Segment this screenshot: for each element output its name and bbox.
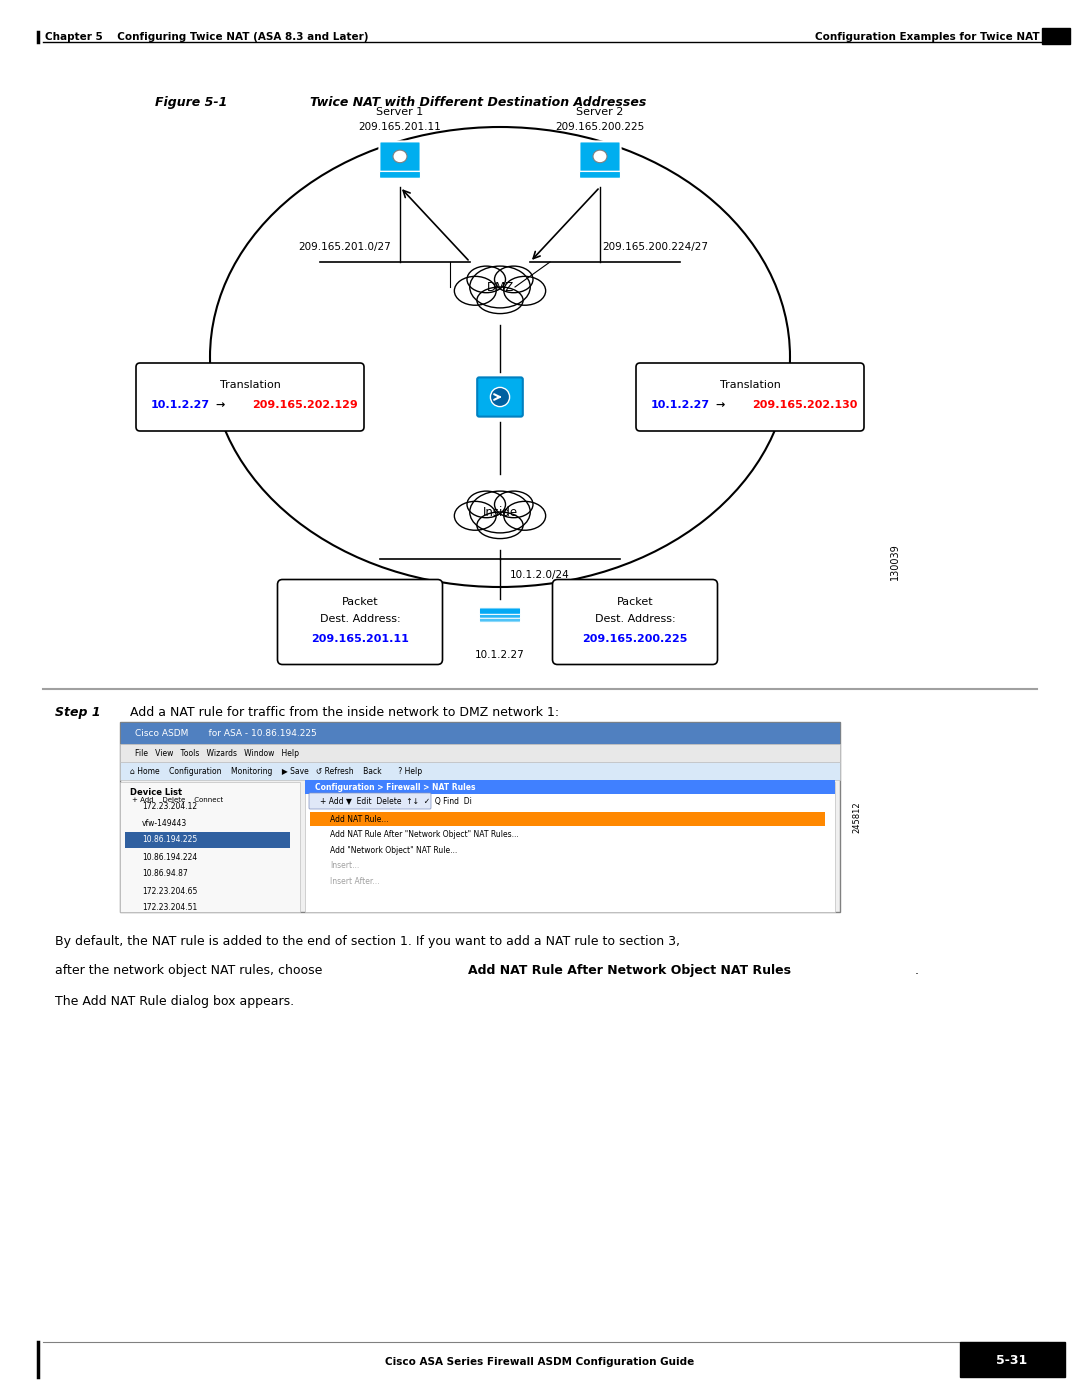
Text: 172.23.204.12: 172.23.204.12: [141, 802, 198, 810]
FancyBboxPatch shape: [310, 812, 825, 826]
Text: Figure 5-1: Figure 5-1: [156, 95, 228, 109]
FancyBboxPatch shape: [553, 580, 717, 665]
Ellipse shape: [477, 286, 523, 313]
Text: after the network object NAT rules, choose: after the network object NAT rules, choo…: [55, 964, 326, 977]
Text: File   View   Tools   Wizards   Window   Help: File View Tools Wizards Window Help: [135, 749, 299, 757]
FancyBboxPatch shape: [120, 722, 840, 912]
Text: 10.1.2.27: 10.1.2.27: [475, 650, 525, 659]
Text: Translation: Translation: [719, 380, 781, 390]
FancyBboxPatch shape: [379, 172, 420, 179]
FancyBboxPatch shape: [305, 782, 835, 912]
Text: Translation: Translation: [219, 380, 281, 390]
Text: ⌂ Home    Configuration    Monitoring    ▶ Save   ↺ Refresh    Back       ? Help: ⌂ Home Configuration Monitoring ▶ Save ↺…: [130, 767, 422, 775]
Text: Dest. Address:: Dest. Address:: [320, 615, 401, 624]
FancyBboxPatch shape: [120, 761, 840, 780]
Ellipse shape: [504, 502, 545, 531]
FancyBboxPatch shape: [120, 722, 840, 745]
Text: Cisco ASA Series Firewall ASDM Configuration Guide: Cisco ASA Series Firewall ASDM Configura…: [386, 1356, 694, 1368]
Ellipse shape: [455, 277, 496, 305]
Text: Inside: Inside: [483, 506, 517, 518]
Text: Device List: Device List: [130, 788, 183, 796]
Text: 10.1.2.27: 10.1.2.27: [151, 400, 210, 409]
FancyBboxPatch shape: [120, 782, 300, 912]
Text: DMZ: DMZ: [486, 281, 514, 293]
FancyBboxPatch shape: [480, 608, 521, 615]
Text: Step 1: Step 1: [55, 705, 100, 718]
FancyBboxPatch shape: [480, 612, 521, 619]
Text: Insert After...: Insert After...: [330, 876, 379, 886]
Text: 245812: 245812: [852, 802, 861, 833]
Ellipse shape: [477, 511, 523, 539]
Ellipse shape: [593, 149, 607, 162]
Text: + Add    Delete    Connect: + Add Delete Connect: [132, 798, 224, 803]
Text: 209.165.200.224/27: 209.165.200.224/27: [602, 242, 708, 251]
Text: Dest. Address:: Dest. Address:: [595, 615, 675, 624]
Text: Insert...: Insert...: [330, 861, 360, 870]
FancyBboxPatch shape: [120, 745, 840, 761]
Ellipse shape: [504, 277, 545, 305]
Ellipse shape: [470, 265, 530, 307]
FancyBboxPatch shape: [125, 833, 291, 848]
Text: Add NAT Rule After "Network Object" NAT Rules...: Add NAT Rule After "Network Object" NAT …: [330, 830, 518, 840]
Text: Twice NAT with Different Destination Addresses: Twice NAT with Different Destination Add…: [310, 95, 646, 109]
Text: 10.1.2.0/24: 10.1.2.0/24: [510, 570, 570, 580]
Text: .: .: [915, 964, 919, 977]
Ellipse shape: [470, 492, 530, 532]
Text: Chapter 5    Configuring Twice NAT (ASA 8.3 and Later): Chapter 5 Configuring Twice NAT (ASA 8.3…: [45, 32, 368, 42]
FancyArrowPatch shape: [534, 189, 598, 258]
Text: 209.165.200.225: 209.165.200.225: [555, 122, 645, 131]
Text: Configuration > Firewall > NAT Rules: Configuration > Firewall > NAT Rules: [315, 782, 475, 792]
Ellipse shape: [495, 265, 534, 293]
FancyBboxPatch shape: [309, 793, 431, 809]
Text: Server 2: Server 2: [577, 108, 623, 117]
Text: Server 1: Server 1: [376, 108, 423, 117]
Text: 209.165.200.225: 209.165.200.225: [582, 634, 688, 644]
Text: 209.165.201.11: 209.165.201.11: [311, 634, 409, 644]
FancyBboxPatch shape: [636, 363, 864, 432]
Text: →: →: [215, 400, 225, 409]
Text: →: →: [715, 400, 725, 409]
Text: 10.86.194.225: 10.86.194.225: [141, 835, 198, 845]
FancyBboxPatch shape: [379, 141, 420, 175]
FancyBboxPatch shape: [579, 172, 621, 179]
Ellipse shape: [495, 492, 534, 518]
FancyBboxPatch shape: [480, 616, 521, 622]
FancyBboxPatch shape: [278, 580, 443, 665]
Ellipse shape: [467, 265, 505, 293]
Text: Add NAT Rule...: Add NAT Rule...: [330, 814, 389, 823]
Text: By default, the NAT rule is added to the end of section 1. If you want to add a : By default, the NAT rule is added to the…: [55, 936, 680, 949]
FancyBboxPatch shape: [477, 377, 523, 416]
Text: 10.1.2.27: 10.1.2.27: [651, 400, 710, 409]
Text: 130039: 130039: [890, 543, 900, 580]
FancyArrowPatch shape: [403, 190, 468, 260]
Text: 209.165.201.11: 209.165.201.11: [359, 122, 442, 131]
Text: 5-31: 5-31: [997, 1354, 1028, 1366]
Text: 209.165.201.0/27: 209.165.201.0/27: [299, 242, 391, 251]
Text: Add NAT Rule After Network Object NAT Rules: Add NAT Rule After Network Object NAT Ru…: [468, 964, 791, 977]
Ellipse shape: [393, 149, 407, 162]
Text: vfw-149443: vfw-149443: [141, 819, 187, 827]
Text: 172.23.204.65: 172.23.204.65: [141, 887, 198, 895]
Ellipse shape: [455, 502, 496, 531]
Text: 10.86.94.87: 10.86.94.87: [141, 869, 188, 879]
Text: Configuration Examples for Twice NAT: Configuration Examples for Twice NAT: [815, 32, 1040, 42]
Text: Packet: Packet: [341, 597, 378, 608]
Text: 10.86.194.224: 10.86.194.224: [141, 852, 198, 862]
Text: 209.165.202.129: 209.165.202.129: [252, 400, 357, 409]
Text: Cisco ASDM       for ASA - 10.86.194.225: Cisco ASDM for ASA - 10.86.194.225: [135, 728, 316, 738]
Text: 209.165.202.130: 209.165.202.130: [753, 400, 858, 409]
Text: Add "Network Object" NAT Rule...: Add "Network Object" NAT Rule...: [330, 845, 457, 855]
Text: + Add ▼  Edit  Delete  ↑↓  ✓  Q Find  Di: + Add ▼ Edit Delete ↑↓ ✓ Q Find Di: [320, 796, 472, 806]
Text: Packet: Packet: [617, 597, 653, 608]
FancyBboxPatch shape: [136, 363, 364, 432]
Text: The Add NAT Rule dialog box appears.: The Add NAT Rule dialog box appears.: [55, 996, 294, 1009]
FancyBboxPatch shape: [1042, 28, 1070, 43]
FancyBboxPatch shape: [960, 1343, 1065, 1377]
FancyBboxPatch shape: [305, 780, 835, 793]
Ellipse shape: [467, 492, 505, 518]
Text: 172.23.204.51: 172.23.204.51: [141, 904, 198, 912]
Circle shape: [490, 387, 510, 407]
Text: Add a NAT rule for traffic from the inside network to DMZ network 1:: Add a NAT rule for traffic from the insi…: [130, 705, 559, 718]
FancyBboxPatch shape: [579, 141, 621, 175]
